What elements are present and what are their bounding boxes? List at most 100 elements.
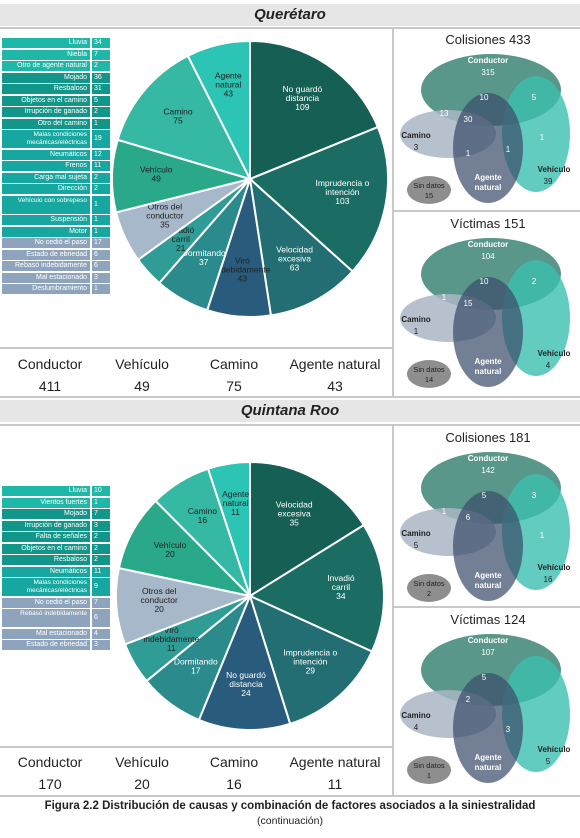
venn-label-camino: Camino	[401, 131, 430, 140]
venn-label-agente-natural-2: natural	[475, 183, 502, 192]
venn-set-agente-natural	[453, 93, 523, 203]
venn-label-camino: Camino	[401, 711, 430, 720]
legend-label: Otro del camino	[2, 118, 90, 129]
legend-value: 36	[92, 72, 110, 83]
venn-label-agente-natural-2: natural	[475, 367, 502, 376]
legend-value: 11	[92, 566, 110, 577]
venn-value-conductor: 315	[481, 68, 495, 77]
pie-slice-invadio-carril	[247, 523, 385, 653]
legend-label: Vientos fuertes	[2, 497, 90, 508]
venn-set-sin-datos	[407, 756, 451, 784]
total-label-agente-natural: Agente natural	[289, 754, 381, 770]
legend-item-malas-condiciones-mecanicas-electricas: Malas condiciones mecánicas/eléctricas 19	[2, 130, 110, 148]
legend-label: Niebla	[2, 49, 90, 60]
venn-title: Colisiones 181	[445, 430, 530, 445]
venn-value-intersection: 5	[482, 673, 487, 682]
legend-item-motor: Motor 1	[2, 226, 110, 237]
pie-label-viro-indebidamente: Viró indebidamente 43	[215, 256, 271, 284]
venn-value-intersection: 1	[506, 145, 511, 154]
legend-item-direccion: Dirección 2	[2, 184, 110, 194]
divider	[0, 396, 580, 398]
venn-value-intersection: 30	[464, 115, 473, 124]
pie-label-agente-natural: Agente natural 11	[222, 489, 249, 517]
venn-set-agente-natural	[453, 673, 523, 783]
divider	[0, 347, 392, 349]
total-value-vehiculo: 20	[134, 776, 150, 792]
pie-slice-imprudencia-o-intencion	[248, 125, 389, 273]
legend-label: Irrupción de ganado	[2, 107, 90, 117]
legend-value: 34	[92, 38, 110, 48]
legend-label: Malas condiciones mecánicas/eléctricas	[2, 130, 90, 148]
venn-value-intersection: 5	[532, 93, 537, 102]
divider	[392, 424, 394, 795]
legend-item-niebla: Niebla 7	[2, 49, 110, 60]
legend-value: 7	[92, 49, 110, 60]
venn-value-vehiculo: 5	[546, 757, 551, 766]
venn-value-intersection: 13	[440, 109, 449, 118]
legend-label: Neumáticos	[2, 149, 90, 160]
venn-value-intersection: 1	[540, 133, 545, 142]
legend-label: Vehículo con sobrepeso	[2, 195, 90, 214]
pie-slice-agente-natural	[186, 39, 251, 180]
legend-value: 4	[92, 628, 110, 639]
total-value-camino: 16	[226, 776, 242, 792]
pie-slice-camino	[116, 54, 252, 181]
legend-label: No cedió el paso	[2, 238, 90, 248]
legend-value: 3	[92, 520, 110, 531]
total-value-agente-natural: 43	[327, 378, 343, 394]
legend-value: 2	[92, 107, 110, 117]
legend-value: 2	[92, 184, 110, 194]
legend-item-lluvia: Lluvia 34	[2, 38, 110, 48]
legend-label: Frenos	[2, 161, 90, 171]
legend-label: No cedió el paso	[2, 597, 90, 608]
legend-label: Estado de ebriedad	[2, 640, 90, 650]
legend-value: 6	[92, 249, 110, 260]
legend-value: 19	[92, 130, 110, 148]
pie-slice-otros-del-conductor	[115, 566, 254, 646]
venn-value-vehiculo: 39	[544, 177, 553, 186]
venn-colisiones-queretaro: Colisiones 433 Conductor 315 Camino 3 Vehícul…	[400, 32, 571, 204]
venn-value-camino: 1	[414, 327, 419, 336]
legend-item-irrupcion-de-ganado: Irrupción de ganado 3	[2, 520, 110, 531]
pie-label-dormitando: Dormitando 37	[182, 248, 226, 267]
venn-label-conductor: Conductor	[468, 56, 508, 65]
venn-label-vehiculo: Vehículo	[538, 745, 571, 754]
legend-item-estado-de-ebriedad: Estado de ebriedad 6	[2, 249, 110, 260]
venn-label-agente-natural-2: natural	[475, 581, 502, 590]
pie-slice-agente-natural	[206, 460, 251, 597]
venn-label-camino: Camino	[401, 529, 430, 538]
pie-label-imprudencia-o-intencion: Imprudencia o intención 103	[315, 178, 369, 206]
venn-value-intersection: 3	[506, 725, 511, 734]
legend-label: Dirección	[2, 184, 90, 194]
legend-label: Lluvia	[2, 38, 90, 48]
venn-label-sin-datos: Sin datos	[413, 761, 445, 770]
legend-label: Deslumbramiento	[2, 284, 90, 294]
legend-value: 31	[92, 84, 110, 94]
legend-item-resbaloso: Resbaloso 2	[2, 555, 110, 565]
legend-value: 3	[92, 640, 110, 650]
legend-item-mal-estacionado: Mal estacionado 4	[2, 628, 110, 639]
legend-label: Objetos en el camino	[2, 95, 90, 106]
legend-value: 3	[92, 272, 110, 283]
legend-label: Estado de ebriedad	[2, 249, 90, 260]
legend-value: 6	[92, 261, 110, 271]
venn-value-sin-datos: 14	[425, 375, 433, 384]
legend-item-otro-de-agente-natural: Otro de agente natural 2	[2, 61, 110, 71]
legend-item-resbaloso: Resbaloso 31	[2, 84, 110, 94]
venn-label-agente-natural: Agente	[474, 571, 502, 580]
pie-label-viro-indebidamente: Viró indebidamente 11	[143, 625, 199, 653]
venn-value-intersection: 2	[466, 695, 471, 704]
venn-label-vehiculo: Vehículo	[538, 165, 571, 174]
venn-label-camino: Camino	[401, 315, 430, 324]
total-value-agente-natural: 11	[327, 776, 343, 792]
legend-item-otro-del-camino: Otro del camino 1	[2, 118, 110, 129]
divider	[0, 424, 580, 426]
venn-label-vehiculo: Vehículo	[538, 563, 571, 572]
venn-value-intersection: 1	[442, 293, 447, 302]
figure-caption: Figura 2.2 Distribución de causas y comb…	[44, 800, 536, 812]
venn-set-agente-natural	[453, 277, 523, 387]
pie-label-camino: Camino 75	[163, 106, 193, 125]
pie-label-invadio-carril: Invadió carril 34	[327, 573, 355, 601]
legend-value: 1	[92, 284, 110, 294]
legend-item-rebaso-indebidamente: Rebasó indebidamente 6	[2, 609, 110, 627]
